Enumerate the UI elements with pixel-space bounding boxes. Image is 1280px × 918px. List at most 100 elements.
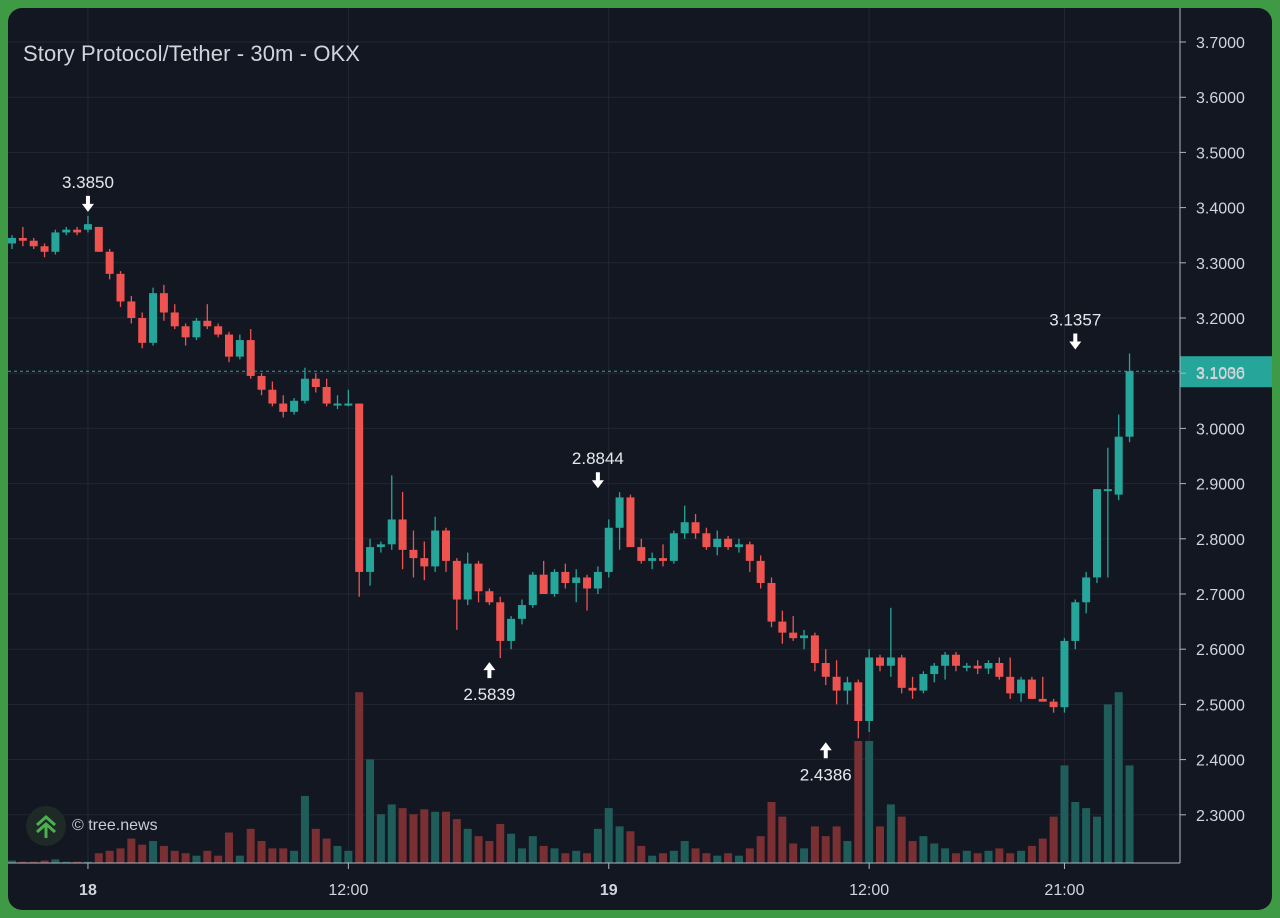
candle-body <box>1114 436 1123 495</box>
y-tick-label: 2.4000 <box>1196 753 1245 770</box>
candle-body <box>246 340 255 376</box>
candle <box>648 552 657 570</box>
candle <box>62 226 71 236</box>
volume-bar <box>973 853 982 863</box>
grid-lines <box>8 8 1180 863</box>
candle <box>235 334 244 360</box>
volume-bar <box>886 804 895 863</box>
arrow-up-icon <box>483 662 496 679</box>
candle <box>170 304 179 330</box>
annotation-label: 3.1357 <box>1049 310 1101 329</box>
candle <box>767 577 776 628</box>
y-tick-label: 2.6000 <box>1196 642 1245 659</box>
volume-bar <box>1027 845 1036 863</box>
volume-bar <box>474 836 483 863</box>
volume-bar <box>376 814 385 863</box>
candle-body <box>290 400 299 412</box>
candle-body <box>105 251 114 274</box>
volume-bar <box>1017 850 1026 863</box>
y-tick-label: 3.5000 <box>1196 145 1245 162</box>
candle-body <box>789 632 798 639</box>
candle-body <box>376 544 385 548</box>
candle-body <box>908 687 917 691</box>
volume-bar <box>767 802 776 863</box>
candle <box>550 569 559 597</box>
candle-body <box>73 229 82 233</box>
candle-body <box>517 605 526 619</box>
volume-bar <box>181 853 190 863</box>
candle-body <box>203 320 212 327</box>
volume-bar <box>821 836 830 863</box>
candle <box>572 569 581 603</box>
candle <box>1082 571 1091 614</box>
y-tick-label: 2.3000 <box>1196 808 1245 825</box>
volume-bar <box>138 844 147 863</box>
candle <box>8 235 16 249</box>
candle <box>734 538 743 553</box>
y-tick-label: 3.6000 <box>1196 90 1245 107</box>
candle <box>951 651 960 672</box>
volume-bars <box>8 692 1134 863</box>
volume-bar <box>1114 692 1123 863</box>
brand-text: © tree.news <box>72 817 158 834</box>
candle <box>604 519 613 578</box>
volume-bar <box>734 855 743 863</box>
volume-bar <box>279 848 288 863</box>
volume-bar <box>517 848 526 863</box>
volume-bar <box>159 845 168 863</box>
annotation-label: 3.3850 <box>62 173 114 192</box>
last-price-label: 3.1036 <box>1196 365 1245 382</box>
candle-body <box>257 375 266 390</box>
candle-body <box>876 657 884 666</box>
candle-body <box>886 657 895 666</box>
candle <box>149 287 158 346</box>
volume-bar <box>355 692 364 863</box>
volume-bar <box>452 819 461 863</box>
candle <box>789 616 798 641</box>
candle-body <box>745 544 754 561</box>
volume-bar <box>550 848 559 863</box>
volume-bar <box>626 831 635 863</box>
candle-body <box>724 538 733 548</box>
candle <box>810 632 819 672</box>
volume-bar <box>615 826 624 863</box>
candle-body <box>29 240 38 247</box>
candle-body <box>680 522 689 534</box>
candle-body <box>1082 577 1091 603</box>
y-tick-label: 3.1000 <box>1196 366 1245 383</box>
volume-bar <box>593 828 602 863</box>
candlestick-chart[interactable]: 3.1036 3.3850 2.5839 2.8844 2.4386 3.1357 3.… <box>8 8 1272 910</box>
volume-bar <box>51 859 60 863</box>
candle-body <box>604 527 613 572</box>
candle-body <box>778 621 787 633</box>
candle <box>756 555 765 589</box>
candle <box>843 676 852 705</box>
candle-body <box>539 574 548 594</box>
candle-body <box>995 663 1004 677</box>
volume-bar <box>583 853 592 863</box>
candle-body <box>550 571 559 594</box>
candle-body <box>734 544 743 548</box>
volume-bar <box>496 823 505 863</box>
price-axis: 3.7000 3.6000 3.5000 3.4000 3.3000 3.2000 3.10… <box>1179 8 1245 863</box>
volume-bar <box>995 848 1004 863</box>
volume-bar <box>300 795 309 863</box>
volume-bar <box>322 838 331 863</box>
candle <box>832 660 841 705</box>
candle-body <box>713 538 722 548</box>
candle <box>962 663 971 672</box>
candle-body <box>626 497 635 548</box>
candle-body <box>8 237 16 244</box>
candle <box>702 527 711 550</box>
candle-body <box>235 340 244 357</box>
volume-bar <box>235 855 244 863</box>
volume-bar <box>962 850 971 863</box>
volume-bar <box>778 816 787 863</box>
y-tick-label: 2.5000 <box>1196 697 1245 714</box>
candle <box>105 249 114 280</box>
volume-bar <box>290 850 299 863</box>
volume-bar <box>409 814 418 863</box>
candle <box>290 398 299 415</box>
candle-body <box>366 547 375 572</box>
candle <box>40 243 49 258</box>
